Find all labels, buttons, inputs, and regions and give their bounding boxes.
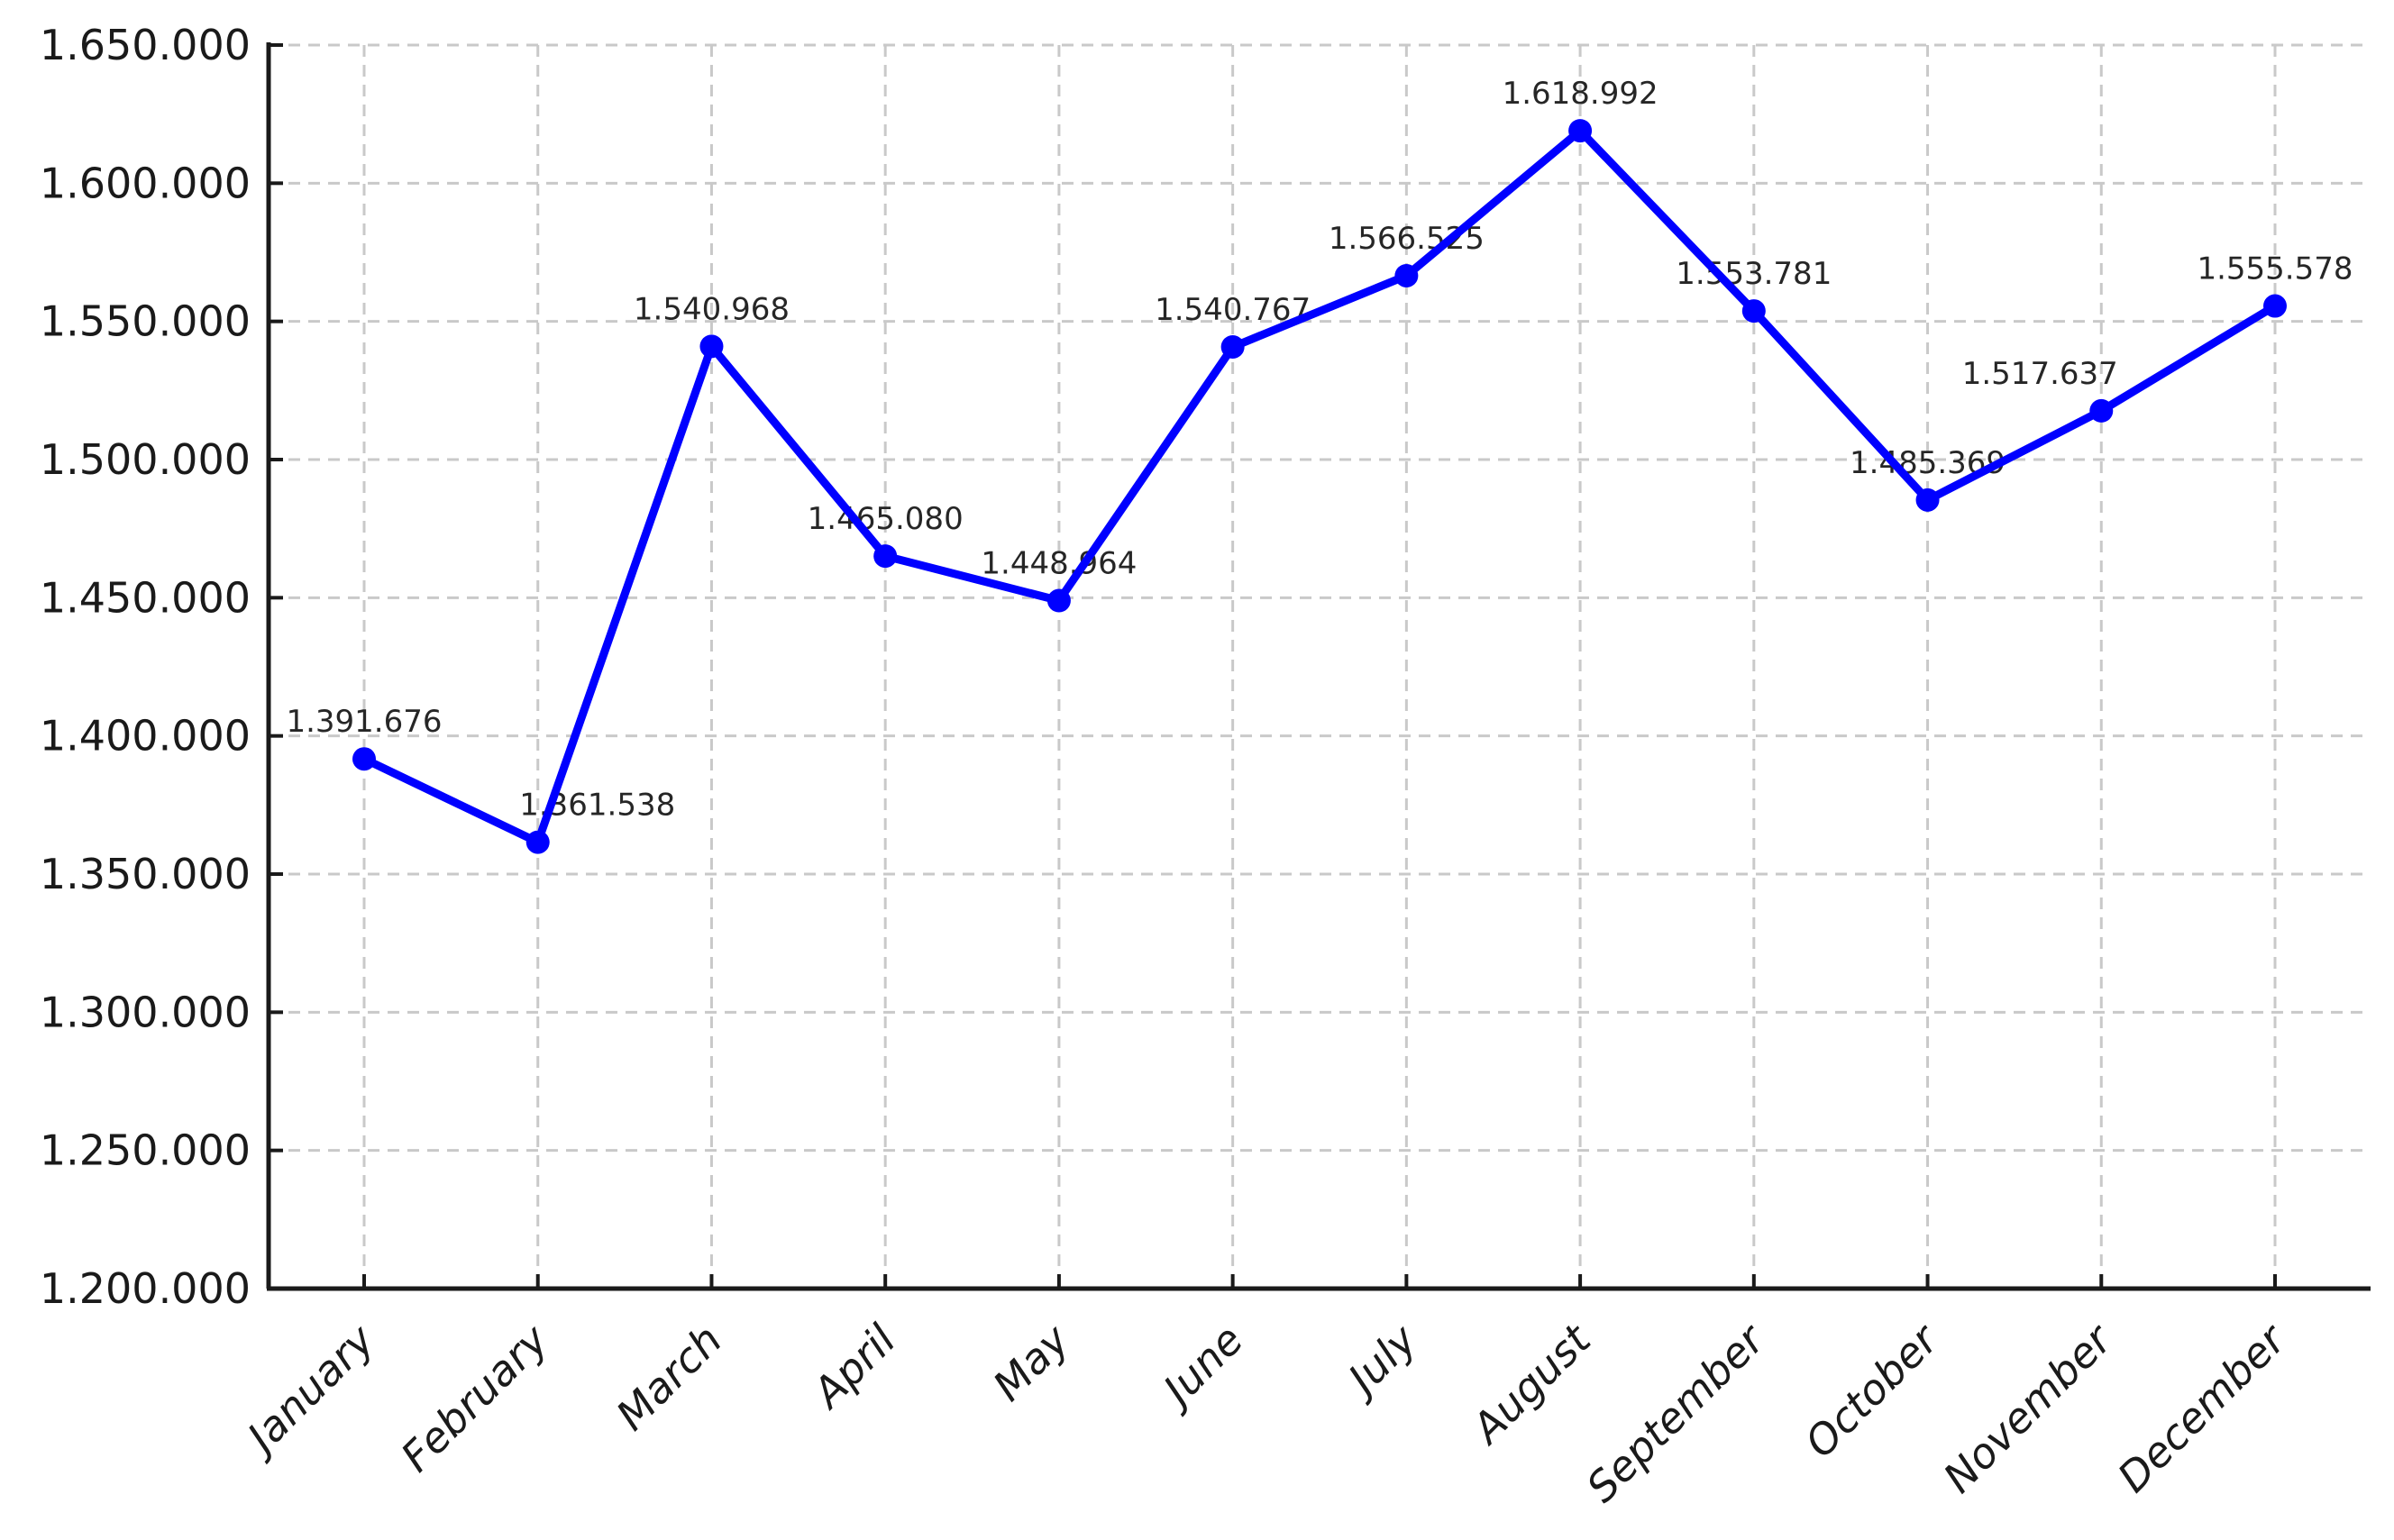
x-tick-label: July <box>1334 1315 1427 1408</box>
point-label: 1.555.578 <box>2197 251 2353 287</box>
y-tick-label: 1.650.000 <box>40 21 251 69</box>
data-point <box>1915 488 1940 512</box>
y-tick-label: 1.400.000 <box>40 712 251 761</box>
point-label: 1.465.080 <box>808 501 964 537</box>
y-tick-label: 1.450.000 <box>40 573 251 622</box>
data-point <box>1394 263 1419 287</box>
data-point <box>699 334 724 359</box>
point-label: 1.566.525 <box>1329 221 1485 257</box>
y-tick-label: 1.500.000 <box>40 435 251 484</box>
y-tick-label: 1.600.000 <box>40 159 251 207</box>
y-tick-label: 1.350.000 <box>40 850 251 898</box>
y-tick-label: 1.300.000 <box>40 988 251 1036</box>
data-point <box>873 544 898 569</box>
x-tick-label: May <box>983 1315 1079 1410</box>
series-line <box>360 126 2280 847</box>
data-point <box>352 747 376 771</box>
data-point <box>2263 294 2287 318</box>
point-label: 1.517.637 <box>1962 356 2118 392</box>
point-label: 1.540.968 <box>634 291 790 327</box>
x-tick-label: January <box>233 1315 385 1466</box>
x-tick-label: December <box>2108 1313 2297 1501</box>
data-point <box>1220 334 1245 359</box>
x-tick-label: April <box>801 1315 905 1418</box>
x-tick-label: February <box>391 1315 558 1481</box>
y-tick-label: 1.550.000 <box>40 297 251 346</box>
data-point <box>525 830 550 854</box>
x-tick-label: June <box>1149 1316 1253 1419</box>
x-tick-label: August <box>1461 1314 1602 1454</box>
y-tick-label: 1.250.000 <box>40 1126 251 1175</box>
data-point <box>1046 588 1071 613</box>
data-point <box>1568 119 1593 143</box>
point-label: 1.618.992 <box>1503 76 1658 112</box>
data-point <box>1741 299 1766 323</box>
point-label: 1.553.781 <box>1676 256 1832 292</box>
point-label: 1.448.964 <box>981 546 1137 582</box>
x-tick-label: September <box>1577 1313 1776 1511</box>
point-label: 1.391.676 <box>286 704 442 740</box>
data-point <box>2089 398 2114 423</box>
x-tick-label: March <box>607 1316 731 1440</box>
x-tick-label: October <box>1796 1313 1950 1467</box>
x-tick-label: November <box>1934 1313 2124 1502</box>
y-tick-label: 1.200.000 <box>40 1264 251 1313</box>
